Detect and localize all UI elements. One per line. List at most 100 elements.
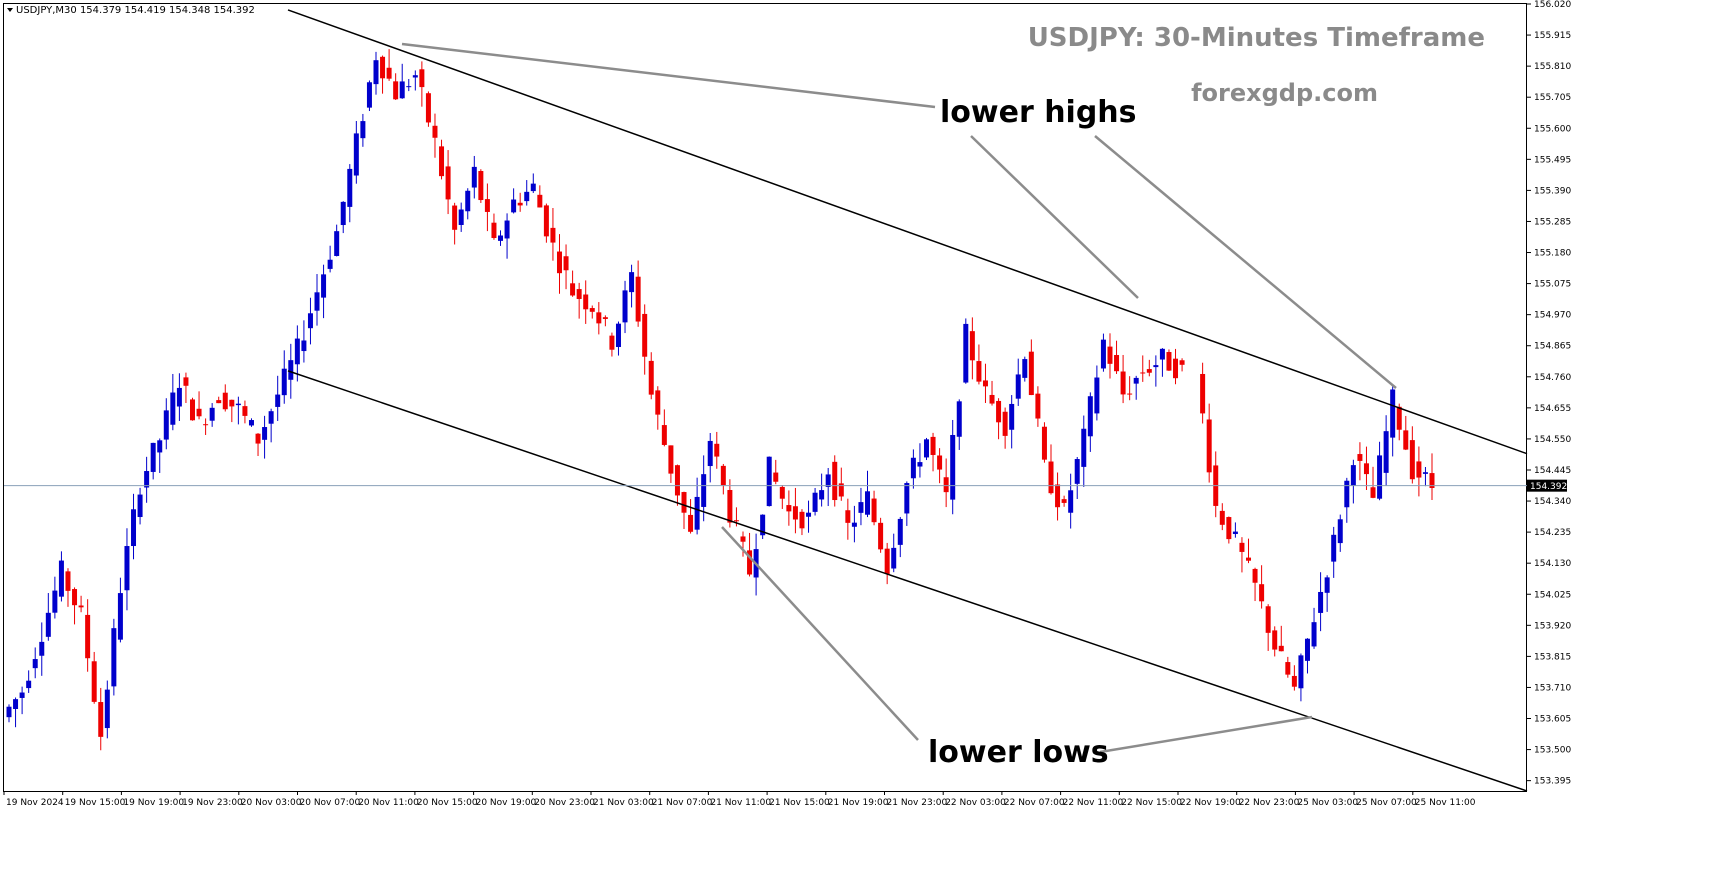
current-price-box	[1527, 479, 1567, 492]
y-tick-label: 155.915	[1534, 31, 1571, 41]
lower-trendline	[287, 370, 1528, 792]
candle-body	[425, 93, 431, 123]
annotation-lower-lows: lower lows	[928, 735, 1109, 770]
x-tick-label: 20 Nov 07:00	[300, 798, 361, 808]
candle-body	[884, 548, 890, 575]
candle-body	[937, 455, 943, 470]
candle-body	[78, 605, 84, 608]
candle-body	[504, 220, 510, 239]
y-tick-label: 154.760	[1534, 373, 1571, 383]
candle-body	[209, 407, 215, 421]
annotation-pointer-line	[1099, 715, 1313, 754]
current-price-label: 154.392	[1530, 482, 1567, 492]
y-tick-label: 154.235	[1534, 528, 1571, 538]
candle-body	[1272, 630, 1278, 650]
candle-body	[681, 492, 687, 513]
website-label: forexgdp.com	[1191, 79, 1378, 107]
candle-body	[1285, 662, 1291, 675]
candle-body	[1344, 480, 1350, 508]
plot-frame	[3, 3, 1527, 792]
candle-body	[248, 420, 254, 426]
candle-body	[216, 400, 222, 404]
candle-body	[1363, 463, 1369, 475]
candle-body	[163, 410, 169, 440]
candle-body	[432, 125, 438, 138]
candle-body	[694, 496, 700, 530]
candle-body	[1200, 373, 1206, 414]
candle-body	[1114, 355, 1120, 372]
candle-body	[1324, 577, 1330, 593]
candle-body	[471, 166, 477, 188]
candle-body	[1429, 473, 1435, 488]
candle-body	[445, 166, 451, 200]
candle-body	[366, 82, 372, 108]
candle-body	[104, 689, 110, 729]
candle-body	[845, 510, 851, 523]
candle-body	[819, 490, 825, 500]
candle-body	[1081, 428, 1087, 467]
x-tick-label: 22 Nov 03:00	[945, 798, 1006, 808]
candle-body	[262, 427, 268, 440]
upper-trendline	[287, 9, 1528, 455]
annotation-pointer-line	[1094, 135, 1397, 389]
x-tick-label: 21 Nov 03:00	[593, 798, 654, 808]
dropdown-triangle-icon[interactable]	[7, 8, 13, 12]
candle-body	[1337, 519, 1343, 544]
y-tick-label: 155.600	[1534, 124, 1571, 134]
y-tick-label: 155.705	[1534, 93, 1571, 103]
y-tick-label: 154.865	[1534, 342, 1571, 352]
candle-body	[871, 498, 877, 523]
candle-body	[314, 292, 320, 311]
candle-body	[1133, 377, 1139, 384]
candle-body	[524, 191, 530, 202]
candle-body	[498, 235, 504, 241]
candle-body	[537, 194, 543, 208]
candle-body	[1318, 591, 1324, 613]
x-tick-label: 19 Nov 19:00	[123, 798, 184, 808]
annotation-pointer-line	[401, 42, 936, 109]
x-tick-label: 20 Nov 15:00	[417, 798, 478, 808]
candle-body	[950, 434, 956, 500]
candle-body	[111, 628, 117, 687]
candle-body	[747, 550, 753, 575]
candle-body	[530, 183, 536, 192]
candle-body	[635, 276, 641, 322]
x-tick-label: 19 Nov 15:00	[65, 798, 126, 808]
candle-body	[1061, 499, 1067, 503]
candle-body	[150, 442, 156, 472]
candle-body	[32, 659, 38, 669]
candle-body	[1232, 531, 1238, 535]
candle-body	[1107, 346, 1113, 364]
candle-body	[45, 612, 51, 637]
candle-body	[1252, 568, 1258, 583]
candle-body	[321, 274, 327, 298]
candle-body	[615, 323, 621, 348]
candle-body	[1140, 372, 1146, 374]
candle-body	[910, 457, 916, 479]
candle-body	[1041, 426, 1047, 460]
candle-body	[1416, 461, 1422, 478]
candle-body	[812, 492, 818, 512]
candle-body	[851, 522, 857, 527]
candle-body	[556, 251, 562, 274]
candle-body	[629, 272, 635, 293]
candle-body	[917, 462, 923, 467]
y-tick-label: 155.180	[1534, 249, 1571, 259]
x-tick-label: 20 Nov 11:00	[358, 798, 419, 808]
candle-body	[609, 335, 615, 350]
candle-body	[989, 394, 995, 404]
annotation-lower-highs: lower highs	[940, 95, 1137, 130]
candle-body	[655, 390, 661, 415]
candle-body	[858, 502, 864, 513]
x-tick-label: 22 Nov 23:00	[1239, 798, 1300, 808]
candle-body	[203, 424, 209, 426]
candle-body	[380, 56, 386, 79]
y-tick-label: 153.605	[1534, 715, 1571, 725]
y-axis: 156.020 155.915 155.810 155.705 155.600 155.4…	[1527, 0, 1571, 787]
candle-body	[642, 313, 648, 357]
candle-body	[301, 340, 307, 352]
candle-body	[39, 641, 45, 656]
candle-body	[131, 509, 137, 547]
y-tick-label: 155.075	[1534, 280, 1571, 290]
